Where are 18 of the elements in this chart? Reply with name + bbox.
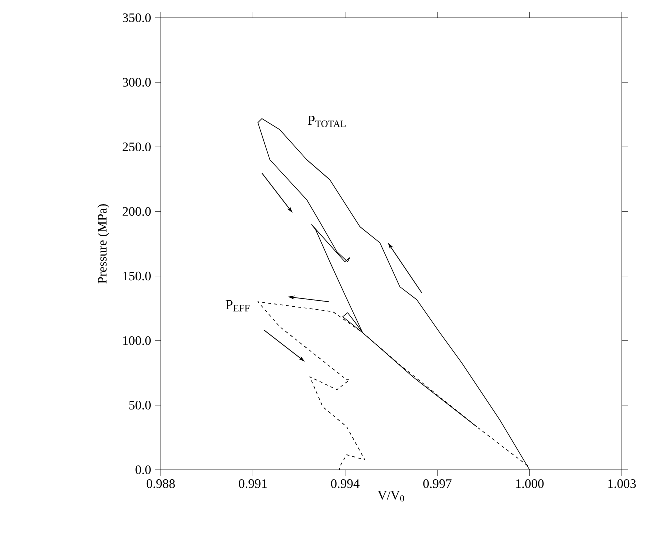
x-tick-label: 0.991 [239, 480, 267, 488]
x-tick-label: 1.003 [608, 480, 636, 488]
y-tick-label: 150.0 [123, 272, 151, 281]
x-tick-label: 0.994 [331, 480, 360, 488]
y-tick-label: 50.0 [130, 401, 151, 410]
series-label: P$_{EFF}$ [226, 300, 250, 312]
x-tick-label: 0.988 [146, 480, 176, 488]
series-label: P$_{TOTAL}$ [308, 116, 346, 128]
y-tick-label: 200.0 [122, 207, 151, 216]
x-tick-label: 1.000 [516, 480, 544, 488]
y-tick-label: 0.0 [136, 466, 151, 474]
y-tick-label: 250.0 [122, 142, 151, 152]
y-tick-label: 300.0 [122, 78, 151, 87]
y-axis-title: Pressure (MPa) [98, 204, 110, 284]
y-tick-label: 100.0 [123, 336, 151, 346]
x-axis-title: V/V$_{0}$ [378, 491, 404, 502]
y-tick-label: 350.0 [122, 14, 151, 22]
x-tick-label: 0.997 [424, 480, 452, 488]
